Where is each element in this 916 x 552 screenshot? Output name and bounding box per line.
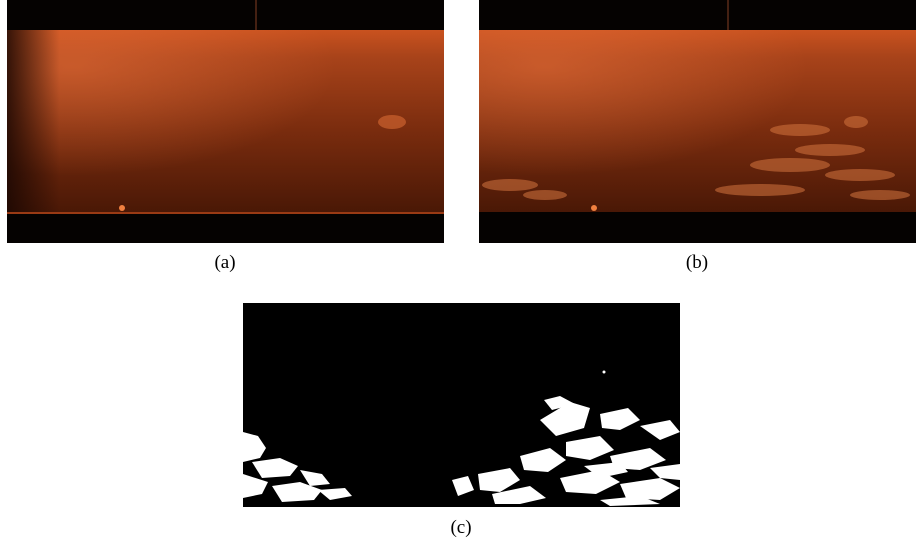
caption: (c) [450,517,471,538]
image-c [243,303,680,507]
caption: (a) [214,252,235,273]
page: (a) (b) [0,0,916,547]
caption: (b) [686,252,708,273]
figure: (a) (b) [0,0,916,547]
image-b [479,0,916,243]
image-a [7,0,444,243]
